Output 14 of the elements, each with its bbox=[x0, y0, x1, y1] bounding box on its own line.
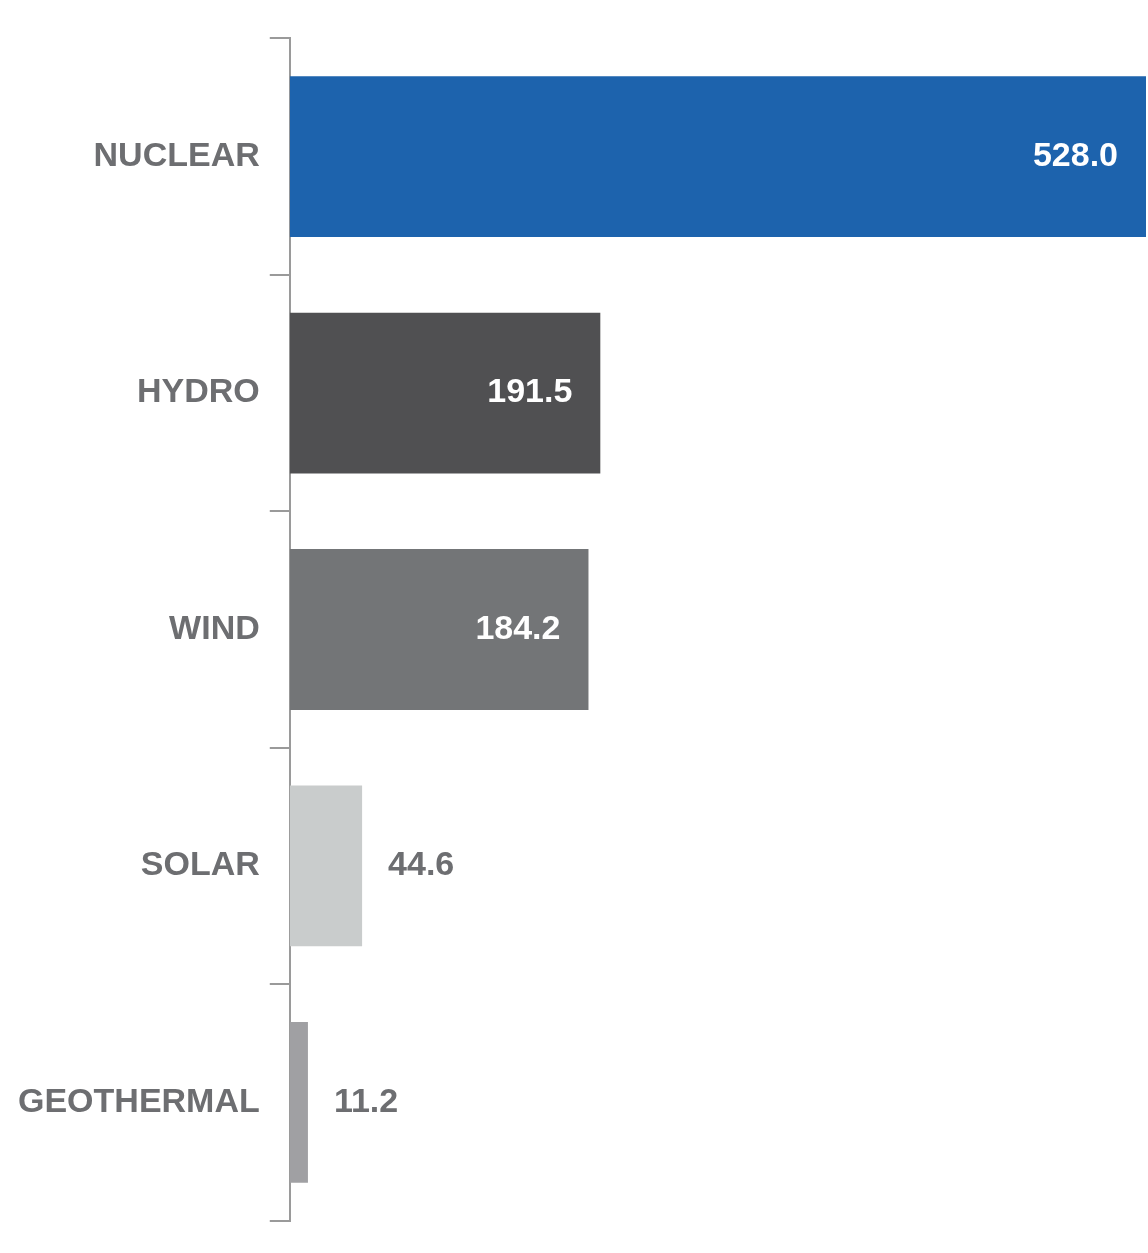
y-tick-label: GEOTHERMAL bbox=[17, 1080, 260, 1119]
bar bbox=[289, 785, 363, 947]
data-label: 191.5 bbox=[487, 371, 573, 410]
y-tick-label: WIND bbox=[169, 607, 260, 646]
y-tick-label: HYDRO bbox=[136, 371, 260, 410]
data-label: 44.6 bbox=[388, 844, 455, 883]
y-tick-label: NUCLEAR bbox=[93, 134, 260, 173]
data-label: 184.2 bbox=[475, 607, 561, 646]
bar bbox=[289, 549, 589, 710]
data-label: 11.2 bbox=[333, 1080, 399, 1119]
bar bbox=[289, 312, 601, 474]
data-label: 528.0 bbox=[1032, 134, 1118, 173]
bar bbox=[289, 76, 1146, 238]
y-tick-label: SOLAR bbox=[140, 844, 260, 883]
